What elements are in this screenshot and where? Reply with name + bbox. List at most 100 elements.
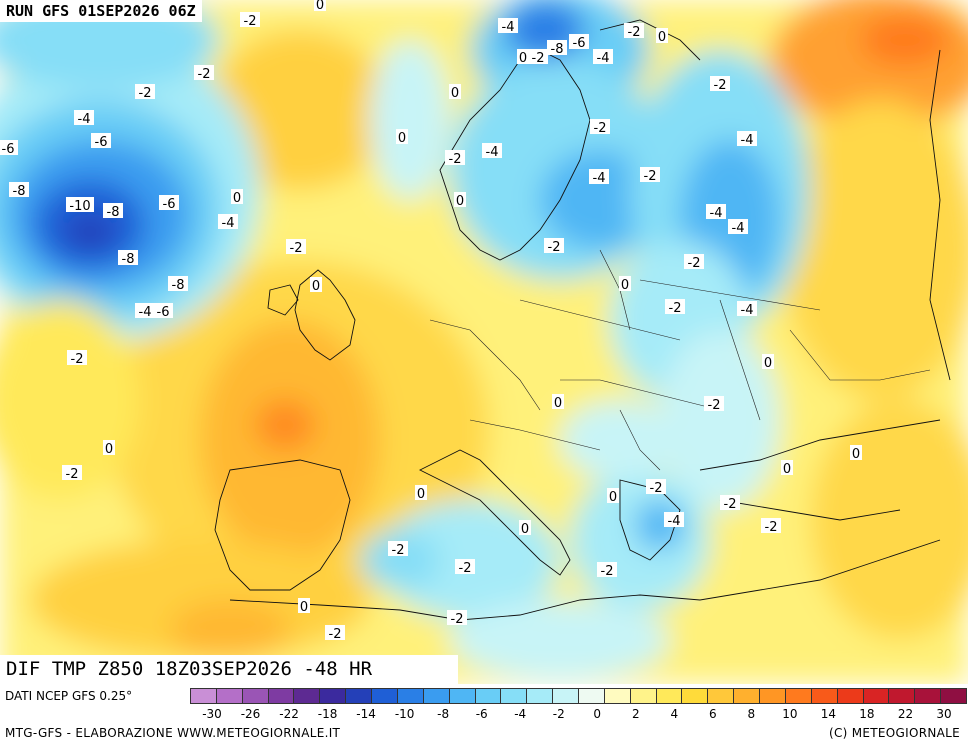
value-label: -2 <box>459 561 472 576</box>
value-label: -6 <box>573 36 586 51</box>
map-title: DIF TMP Z850 18Z03SEP2026 -48 HR <box>0 655 458 684</box>
scale-tick-label: -30 <box>202 707 222 721</box>
scale-tick-label: -18 <box>317 707 338 721</box>
scale-swatch <box>552 688 579 704</box>
value-label-box <box>704 396 724 411</box>
scale-swatch <box>681 688 709 704</box>
value-label: -6 <box>2 142 15 157</box>
value-label: -2 <box>244 14 257 29</box>
value-label: -2 <box>688 256 701 271</box>
temperature-anomaly-map: -20-4 -2 00 -2-8 -6-4-2-2-4-6-20-2-40-4-2-4-… <box>0 0 968 684</box>
scale-swatch <box>526 688 554 704</box>
value-label: -2 <box>601 564 614 579</box>
value-label-box <box>547 40 567 55</box>
scale-swatch <box>500 688 528 704</box>
scale-tick-label: -8 <box>437 707 450 721</box>
scale-tick-label: 14 <box>820 707 837 721</box>
value-label-box <box>498 18 518 33</box>
value-label-box <box>850 445 862 460</box>
value-label: -2 <box>198 67 211 82</box>
scale-tick-label: 2 <box>631 707 640 721</box>
value-label-box <box>388 541 408 556</box>
value-label: -2 <box>708 398 721 413</box>
value-label: 0 <box>521 522 529 537</box>
value-label-box <box>231 189 243 204</box>
scale-swatch <box>733 688 761 704</box>
value-label: -2 <box>628 25 641 40</box>
value-label: -2 <box>392 543 405 558</box>
value-label-box <box>0 140 18 155</box>
value-label: -8 <box>13 184 26 199</box>
scale-swatch <box>784 688 812 704</box>
scale-swatch <box>293 688 321 704</box>
scale-swatch <box>345 688 373 704</box>
scale-tick-label: -6 <box>475 707 488 721</box>
value-label: -8 <box>551 42 564 57</box>
value-label: -4 <box>732 221 745 236</box>
value-label-box <box>593 49 613 64</box>
value-label-box <box>415 485 427 500</box>
scale-swatch <box>319 688 347 704</box>
value-label-box <box>482 143 502 158</box>
value-label-box <box>218 214 238 229</box>
value-label-box <box>656 28 668 43</box>
value-label-box <box>454 192 466 207</box>
value-label-box <box>737 301 757 316</box>
scale-swatch <box>448 688 476 704</box>
scale-tick-label: -22 <box>279 707 299 721</box>
value-label: -8 <box>122 252 135 267</box>
value-label-box <box>706 204 726 219</box>
value-label: -2 <box>669 301 682 316</box>
value-label-box <box>590 119 610 134</box>
value-label: -2 <box>532 51 545 66</box>
scale-swatch <box>914 688 942 704</box>
scale-tick-label: 18 <box>859 707 875 721</box>
value-label-box <box>103 440 115 455</box>
scale-tick-label: -2 <box>552 707 565 721</box>
scale-tick-label: 4 <box>670 707 679 721</box>
scale-swatch <box>371 688 398 704</box>
value-label: -6 <box>95 135 108 150</box>
value-label-box <box>646 479 666 494</box>
data-source-label: DATI NCEP GFS 0.25° <box>5 689 133 703</box>
value-label: 0 <box>233 191 241 206</box>
scale-swatch <box>474 688 502 704</box>
value-label: 0 <box>764 356 772 371</box>
value-label-box <box>74 110 94 125</box>
value-label-box <box>325 625 345 640</box>
value-label: -2 <box>449 152 462 167</box>
value-label: 0 <box>451 86 459 101</box>
value-label: 0 <box>519 51 527 66</box>
scale-swatch <box>578 688 605 704</box>
value-label: -8 <box>107 205 120 220</box>
value-label-box <box>519 520 531 535</box>
scale-swatch <box>396 688 424 704</box>
value-label: -4 <box>741 133 754 148</box>
value-label-box <box>310 277 322 292</box>
value-label: -2 <box>714 78 727 93</box>
scale-swatch <box>603 688 631 704</box>
value-label: -2 <box>765 520 778 535</box>
value-label: -2 <box>644 169 657 184</box>
value-label-box <box>728 219 748 234</box>
value-label-box <box>159 195 179 210</box>
scale-swatch <box>422 688 450 704</box>
credit-left: MTG-GFS - ELABORAZIONE WWW.METEOGIORNALE… <box>5 726 341 740</box>
value-label-box <box>664 512 684 527</box>
value-label-box <box>589 169 609 184</box>
coastline-outlines <box>214 19 951 621</box>
scale-swatch <box>267 688 295 704</box>
value-label: 0 <box>852 447 860 462</box>
value-label: -6 <box>163 197 176 212</box>
value-label: 0 <box>554 396 562 411</box>
value-label: -4 <box>222 216 235 231</box>
value-label: -2 <box>290 241 303 256</box>
value-label-box <box>517 49 529 64</box>
value-label-box <box>710 76 730 91</box>
anomaly-field <box>0 0 968 684</box>
value-label: -8 <box>172 278 185 293</box>
value-label: -4 <box>139 305 152 320</box>
value-label-box <box>737 131 757 146</box>
value-label-box <box>66 197 94 212</box>
value-label: 0 <box>312 279 320 294</box>
